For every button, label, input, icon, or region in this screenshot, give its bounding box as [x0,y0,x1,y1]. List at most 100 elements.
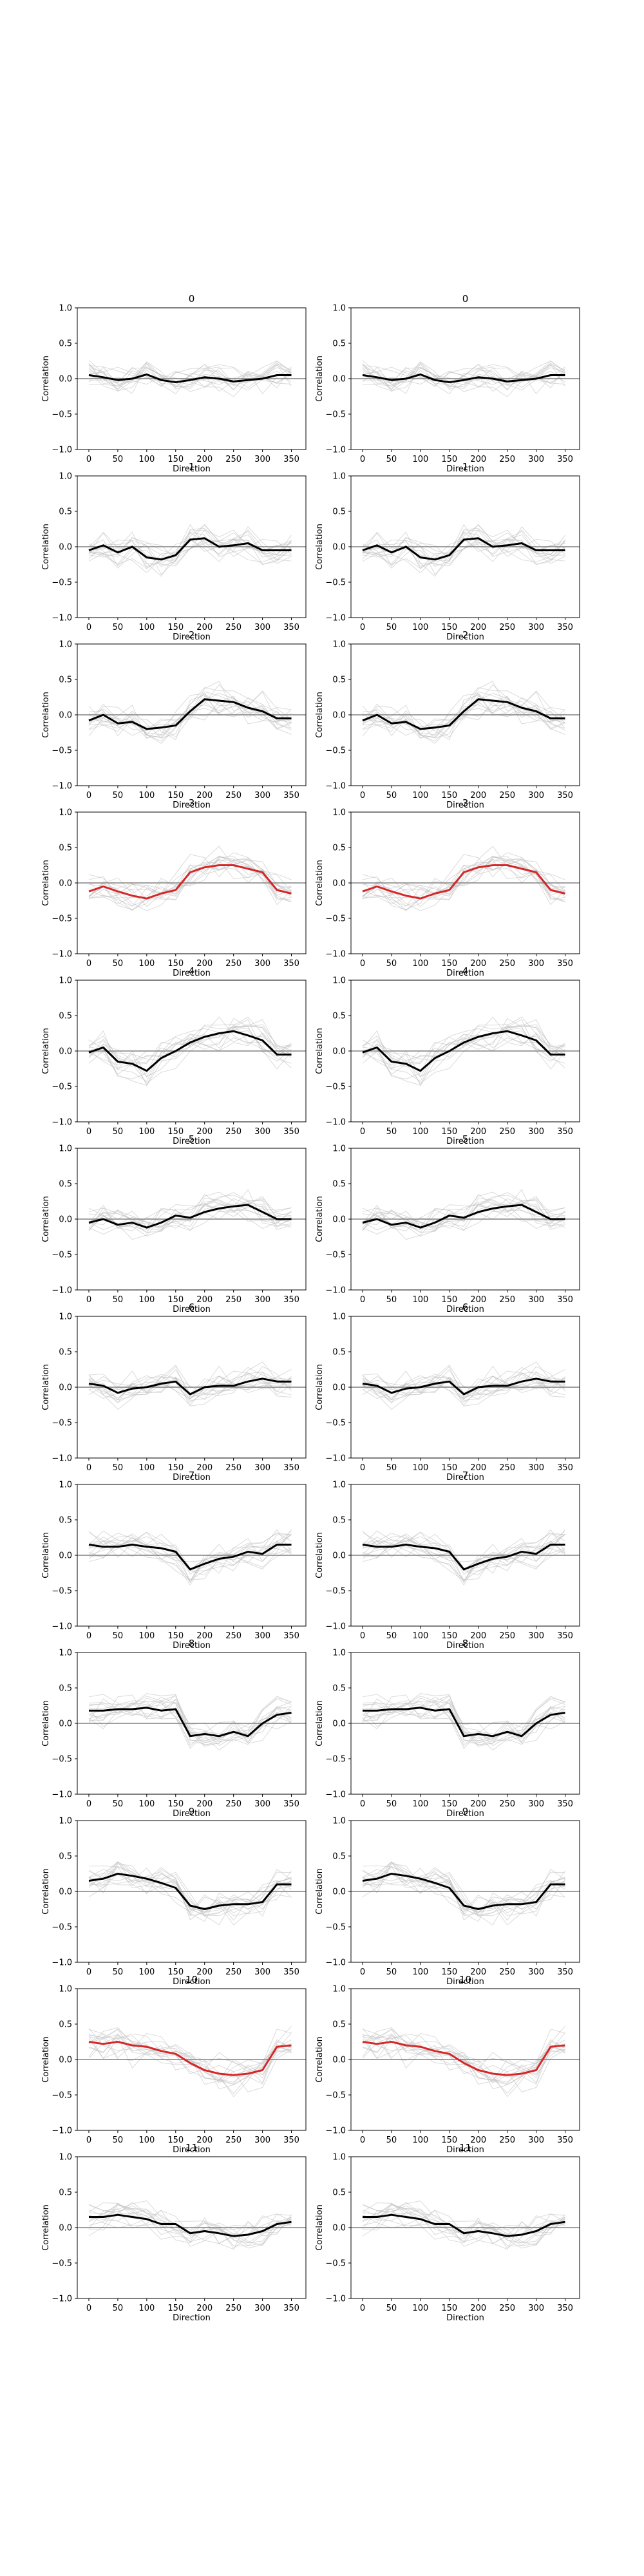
x-tick-label: 100 [412,623,428,632]
trial-line [88,2027,292,2078]
trial-line [362,690,565,735]
x-tick-label: 100 [138,1295,155,1305]
panel-title: 2 [462,629,469,641]
trial-line [88,1693,292,1741]
x-tick-label: 300 [254,2304,270,2313]
x-tick-label: 100 [138,1967,155,1977]
x-tick-label: 200 [196,1631,213,1641]
series-line-mean [363,2213,565,2237]
y-axis-label: Correlation [41,2036,51,2083]
x-tick-label: 300 [528,1127,544,1137]
y-axis-label: Correlation [315,1700,325,1747]
y-tick-label: −0.5 [52,1755,72,1765]
chart-panel-1-0: 1.0 0.5 0.0 −0.5 −1.0 0 50 100 150 200 250 300 350 Di… [41,461,307,642]
x-tick-label: 0 [360,959,365,969]
y-tick-label: 0.5 [59,1012,72,1021]
y-tick-label: 0.5 [332,844,346,853]
x-tick-label: 50 [386,959,397,969]
trial-line [362,1016,565,1079]
x-tick-label: 0 [360,1463,365,1473]
y-tick-label: 0.5 [59,1348,72,1358]
x-tick-label: 50 [386,1799,397,1809]
y-tick-label: 0.0 [332,879,346,889]
x-axis-label: Direction [173,1977,211,1987]
trial-line [362,1534,565,1570]
y-tick-label: 1.0 [332,1985,346,1994]
trial-line [88,360,292,390]
y-tick-label: 0.0 [332,1383,346,1393]
series-line-mean [88,1873,292,1910]
y-tick-label: 0.0 [59,879,72,889]
trial-line [88,690,292,735]
trial-line [362,2204,565,2249]
x-tick-label: 50 [386,1631,397,1641]
trial-line [88,1530,292,1570]
chart-panel-2-0: 1.0 0.5 0.0 −0.5 −1.0 0 50 100 150 200 250 300 350 Di… [41,629,307,810]
trial-line [362,2202,565,2246]
y-tick-label: −1.0 [52,446,72,455]
chart-panel-2-1: 1.0 0.5 0.0 −0.5 −1.0 0 50 100 150 200 250 300 350 Di… [315,629,580,810]
trial-line [88,1545,292,1581]
trial-line [362,1203,565,1240]
x-tick-label: 0 [360,1967,365,1977]
y-axis-label: Correlation [315,355,325,402]
trial-line [362,524,565,577]
x-tick-label: 150 [441,2136,457,2145]
x-tick-label: 100 [138,959,155,969]
x-tick-label: 350 [283,1631,299,1641]
y-axis-label: Correlation [41,1700,51,1747]
y-tick-label: 1.0 [59,2153,72,2163]
trial-line [362,1531,565,1574]
trial-line [88,693,292,735]
trial-line [88,1376,292,1401]
trial-line [362,1371,565,1396]
trial-line [88,858,292,900]
y-tick-label: −1.0 [52,1958,72,1968]
trial-lines [362,1361,565,1410]
trial-line [88,1028,292,1083]
panel-title: 7 [462,1470,469,1481]
series-line-mean [362,537,565,561]
x-tick-label: 150 [167,1295,184,1305]
x-tick-label: 350 [557,2136,573,2145]
x-tick-label: 0 [86,1967,91,1977]
trial-line [362,1873,565,1917]
y-tick-label: 0.0 [59,543,72,553]
trial-line [88,2034,292,2092]
series-line-mean [362,1544,565,1571]
x-tick-label: 200 [470,455,486,464]
trial-line [362,1368,565,1403]
x-tick-label: 0 [360,455,365,464]
trial-line [362,855,565,897]
x-tick-label: 200 [470,623,486,632]
trial-line [362,2204,565,2237]
y-tick-label: 0.5 [59,507,72,517]
x-tick-label: 250 [499,1463,515,1473]
x-tick-label: 100 [412,1631,428,1641]
panel-title: 1 [189,461,195,473]
trial-line [88,524,292,577]
y-tick-label: 1.0 [59,976,72,986]
trial-lines [362,1861,565,1926]
y-tick-label: −0.5 [52,746,72,756]
y-tick-label: 0.5 [59,2188,72,2198]
y-tick-label: −0.5 [325,410,346,420]
trial-line [88,531,292,569]
x-tick-label: 300 [528,1967,544,1977]
x-tick-label: 0 [360,1631,365,1641]
panel-title: 6 [189,1302,195,1313]
trial-line [88,1203,292,1240]
x-tick-label: 250 [225,2136,242,2145]
trial-lines [88,2200,292,2250]
y-tick-label: 0.5 [332,339,346,349]
trial-line [88,524,292,562]
x-tick-label: 350 [283,1463,299,1473]
x-tick-label: 300 [528,1799,544,1809]
trial-line [362,846,565,907]
x-tick-label: 150 [441,455,457,464]
y-axis-label: Correlation [41,2204,51,2251]
trial-line [362,2202,565,2237]
y-tick-label: −1.0 [325,614,346,623]
trial-line [88,1032,292,1063]
trial-line [88,2217,292,2247]
